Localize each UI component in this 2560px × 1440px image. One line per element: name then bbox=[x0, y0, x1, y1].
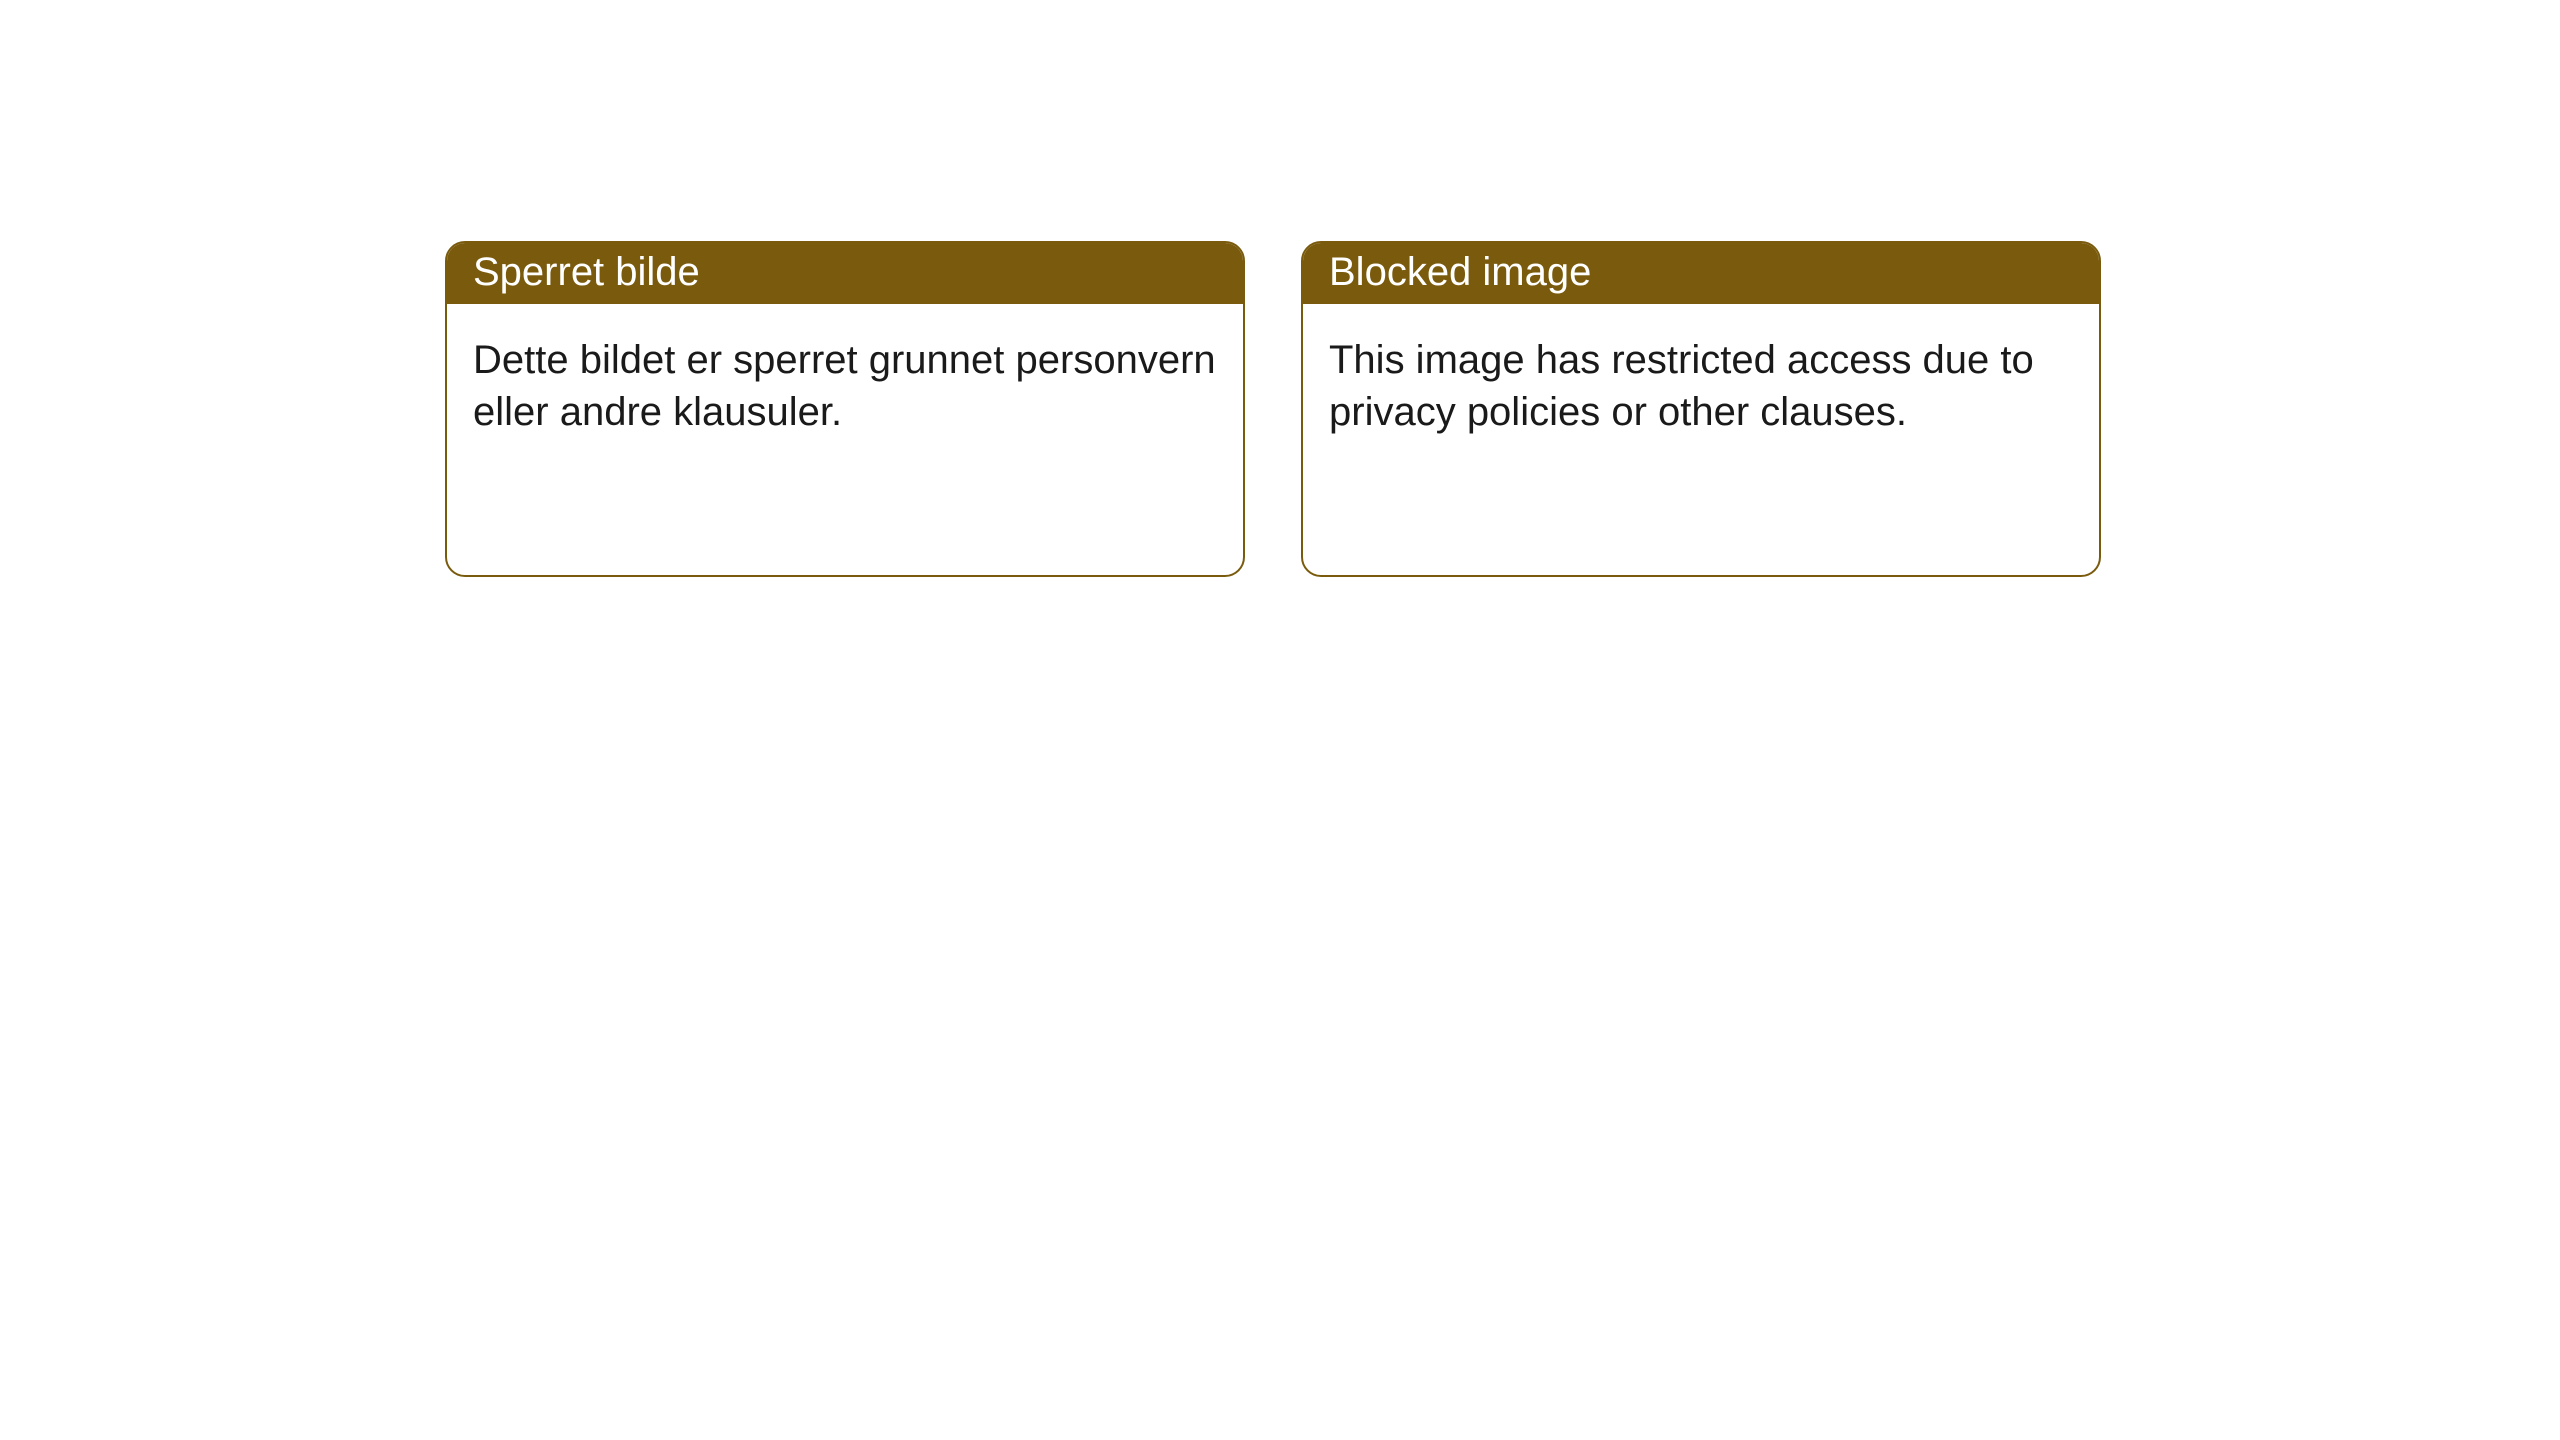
card-body: This image has restricted access due to … bbox=[1303, 304, 2099, 468]
blocked-image-card-norwegian: Sperret bilde Dette bildet er sperret gr… bbox=[445, 241, 1245, 577]
blocked-image-card-english: Blocked image This image has restricted … bbox=[1301, 241, 2101, 577]
card-title: Sperret bilde bbox=[447, 243, 1243, 304]
card-body: Dette bildet er sperret grunnet personve… bbox=[447, 304, 1243, 468]
card-title: Blocked image bbox=[1303, 243, 2099, 304]
card-container: Sperret bilde Dette bildet er sperret gr… bbox=[0, 0, 2560, 577]
